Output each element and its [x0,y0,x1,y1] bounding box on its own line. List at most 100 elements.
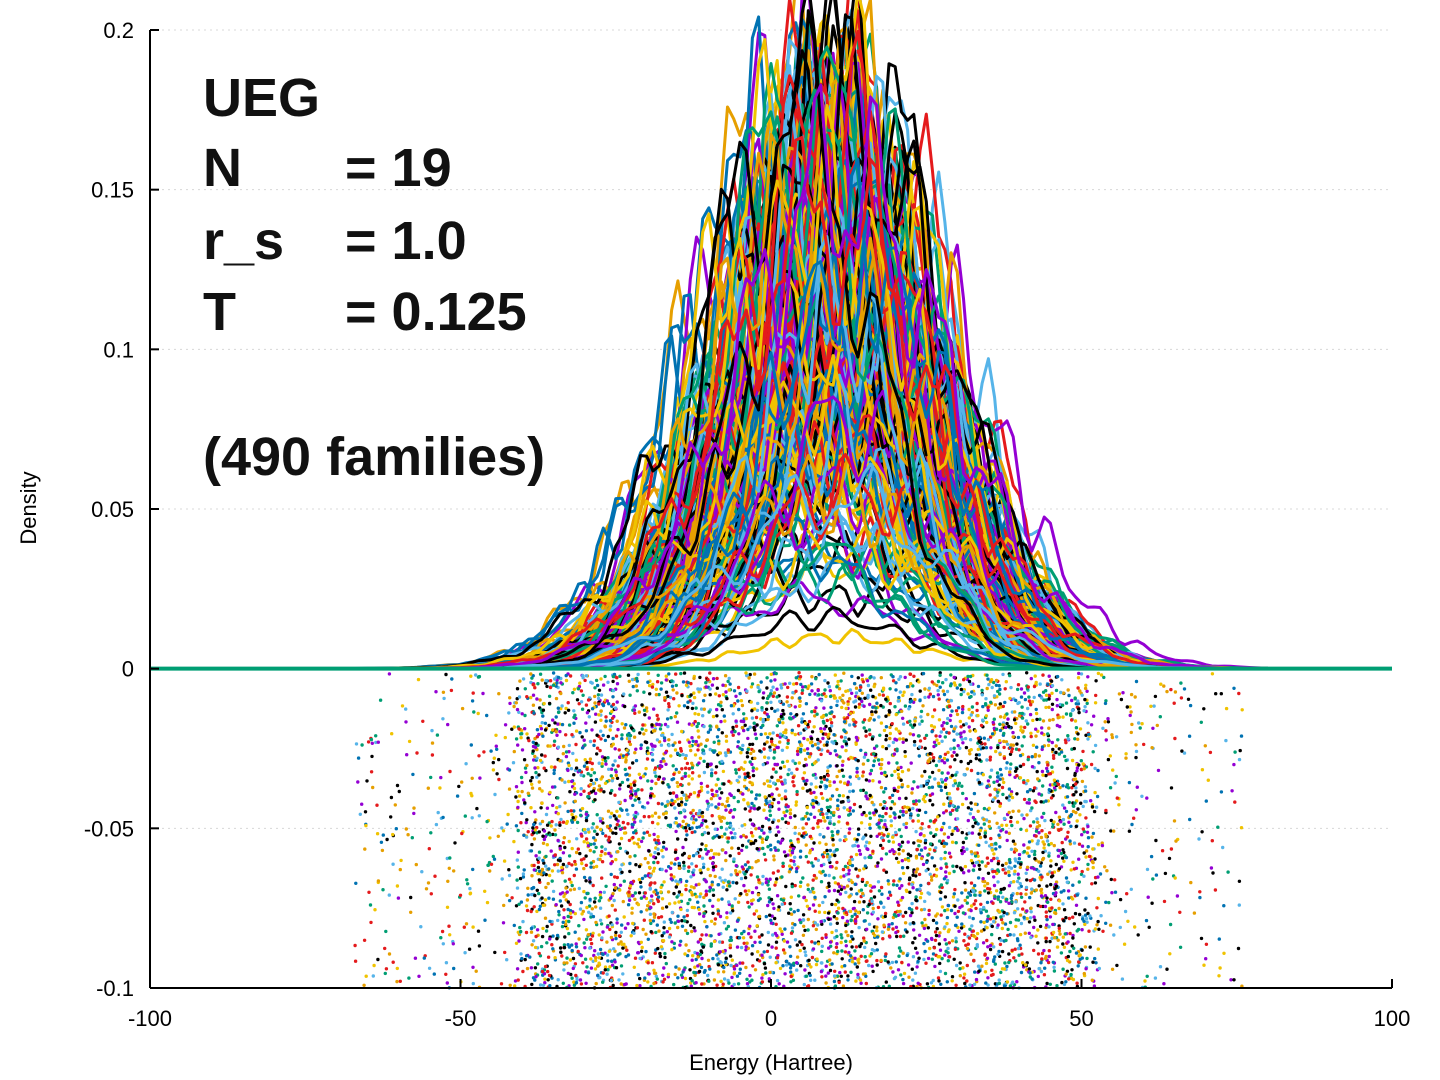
rug-point [446,722,450,727]
rug-point [540,896,544,900]
rug-point [711,893,716,897]
rug-point [652,855,656,859]
rug-point [1038,717,1042,721]
rug-point [450,677,454,681]
rug-point [719,961,723,965]
rug-point [986,705,990,710]
rug-point [884,738,888,742]
rug-point [716,909,721,913]
rug-point [840,965,844,969]
rug-point [718,940,722,944]
rug-point [1086,845,1090,849]
rug-point [835,860,839,865]
rug-point [1028,975,1033,979]
rug-point [640,876,645,881]
rug-point [689,811,693,815]
rug-point [583,957,588,961]
rug-point [471,965,475,969]
rug-point [643,891,647,895]
rug-point [862,810,866,815]
rug-point [1022,780,1026,785]
rug-point [1156,768,1161,773]
rug-point [1064,876,1069,880]
rug-point [556,869,560,873]
rug-point [702,724,706,729]
rug-point [550,943,554,947]
rug-point [407,976,411,980]
rug-point [503,723,508,727]
rug-point [561,752,565,756]
rug-point [769,739,774,744]
rug-point [704,685,708,689]
rug-point [754,827,758,831]
rug-point [929,936,934,941]
rug-point [590,907,594,911]
rug-point [1043,818,1047,823]
rug-point [614,831,618,836]
rug-point [900,783,905,787]
rug-point [942,721,946,725]
rug-point [677,770,681,774]
rug-point [556,838,560,843]
rug-point [633,792,638,796]
rug-point [1188,817,1192,822]
rug-point [564,754,569,759]
rug-point [988,758,992,762]
rug-point [988,917,993,921]
rug-point [875,701,879,705]
rug-point [826,749,830,753]
rug-point [868,702,872,707]
rug-point [1022,915,1026,919]
rug-point [587,910,591,914]
rug-point [1168,952,1172,956]
rug-point [867,728,872,732]
rug-point [917,844,921,848]
rug-point [861,972,866,976]
rug-point [908,922,912,926]
rug-point [798,884,803,889]
rug-point [697,735,701,739]
rug-point [770,775,774,779]
rug-point [780,929,784,934]
rug-point [801,826,805,830]
rug-point [1007,798,1011,802]
rug-point [1080,833,1084,837]
rug-point [800,942,804,947]
rug-point [620,780,625,785]
rug-point [682,793,686,797]
rug-point [514,701,518,705]
rug-point [854,945,859,949]
rug-point [933,930,938,934]
rug-point [801,913,806,917]
rug-point [621,946,625,950]
rug-point [599,853,603,858]
rug-point [973,893,977,897]
rug-point [616,953,620,957]
rug-point [448,856,452,860]
rug-point [541,714,545,718]
rug-point [607,767,611,771]
rug-point [671,688,675,692]
rug-point [674,965,678,969]
rug-point [550,922,554,926]
rug-point [1013,710,1017,714]
rug-point [543,728,548,732]
rug-point [904,910,908,915]
rug-point [890,848,895,852]
rug-point [658,954,663,959]
rug-point [543,981,547,985]
rug-point [561,841,566,845]
rug-point [469,791,473,796]
rug-point [979,911,983,915]
rug-point [1174,839,1178,843]
rug-point [751,964,755,968]
rug-point [1030,839,1034,843]
rug-point [817,910,822,914]
rug-point [706,831,711,835]
rug-point [1134,755,1138,760]
rug-point [1015,891,1019,896]
rug-point [812,761,817,765]
rug-point [585,841,590,845]
rug-point [706,973,710,978]
rug-point [984,746,989,750]
